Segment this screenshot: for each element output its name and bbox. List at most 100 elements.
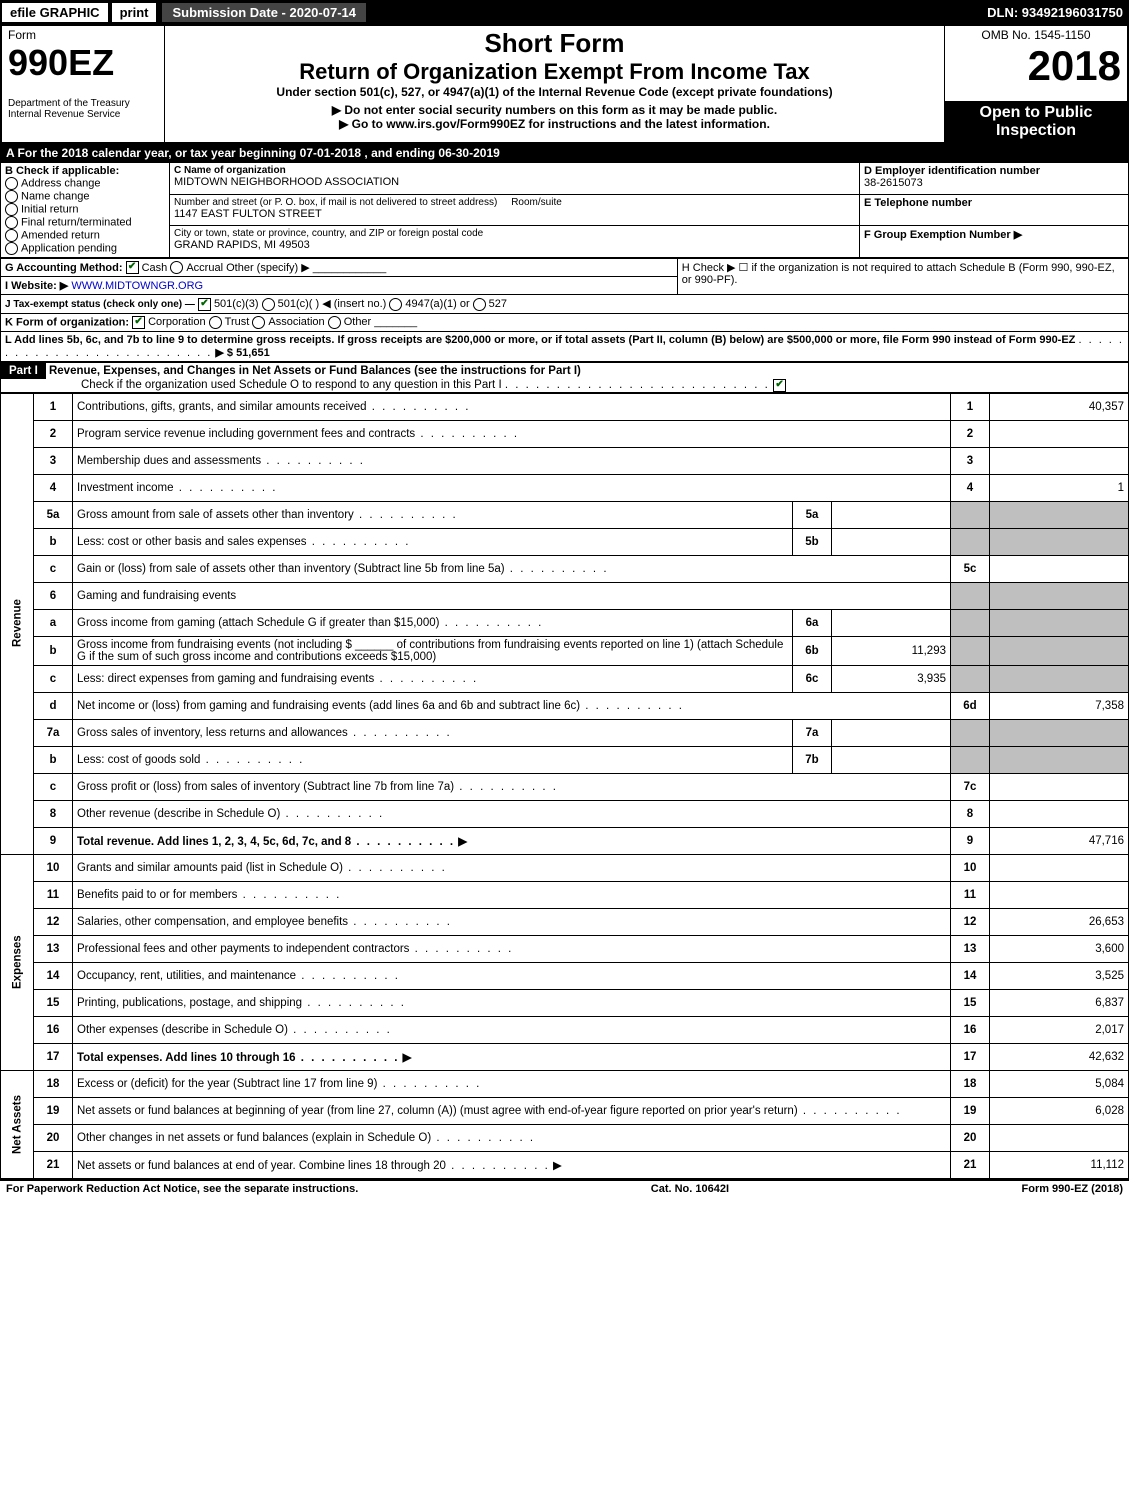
- subline-value: [832, 528, 951, 555]
- line-number: 6: [34, 582, 73, 609]
- line-number: 7a: [34, 719, 73, 746]
- line-desc: Occupancy, rent, utilities, and maintena…: [73, 962, 951, 989]
- line-number: 1: [34, 393, 73, 420]
- line-value: [990, 501, 1129, 528]
- line-col-no: 11: [951, 881, 990, 908]
- line-number: 13: [34, 935, 73, 962]
- line-row: 13Professional fees and other payments t…: [1, 935, 1129, 962]
- line-row: 12Salaries, other compensation, and empl…: [1, 908, 1129, 935]
- website-link[interactable]: WWW.MIDTOWNGR.ORG: [71, 280, 203, 292]
- ein: 38-2615073: [864, 177, 1124, 189]
- line-col-no: [951, 746, 990, 773]
- dept: Department of the Treasury Internal Reve…: [8, 98, 158, 120]
- line-desc: Other expenses (describe in Schedule O): [73, 1016, 951, 1043]
- submission-date: Submission Date - 2020-07-14: [162, 3, 366, 22]
- line-col-no: [951, 528, 990, 555]
- line-col-no: [951, 636, 990, 665]
- line-number: 4: [34, 474, 73, 501]
- chk-trust[interactable]: Trust: [209, 316, 250, 328]
- line-value: 3,600: [990, 935, 1129, 962]
- open-to-public: Open to Public Inspection: [945, 101, 1129, 143]
- line-row: 19Net assets or fund balances at beginni…: [1, 1097, 1129, 1124]
- line-number: 14: [34, 962, 73, 989]
- print-btn[interactable]: print: [112, 3, 157, 22]
- line-col-no: 17: [951, 1043, 990, 1070]
- box-c-city-lbl: City or town, state or province, country…: [174, 228, 855, 239]
- line-desc: Other revenue (describe in Schedule O): [73, 800, 951, 827]
- line-desc: Less: cost or other basis and sales expe…: [73, 528, 793, 555]
- chk-other-method[interactable]: Other (specify) ▶ ____________: [226, 262, 386, 274]
- short-form-title: Short Form: [171, 28, 938, 59]
- line-l-text: L Add lines 5b, 6c, and 7b to line 9 to …: [5, 334, 1075, 346]
- line-desc: Program service revenue including govern…: [73, 420, 951, 447]
- line-value: [990, 420, 1129, 447]
- chk-501c3[interactable]: ✔501(c)(3): [198, 298, 259, 310]
- chk-corporation[interactable]: ✔Corporation: [132, 316, 205, 328]
- line-number: b: [34, 636, 73, 665]
- calendar-year-bar: A For the 2018 calendar year, or tax yea…: [0, 144, 1129, 162]
- chk-association[interactable]: Association: [252, 316, 324, 328]
- line-col-no: 9: [951, 827, 990, 854]
- line-number: 17: [34, 1043, 73, 1070]
- line-number: 11: [34, 881, 73, 908]
- line-desc: Net assets or fund balances at end of ye…: [73, 1151, 951, 1178]
- part-i-check[interactable]: ✔: [773, 379, 786, 392]
- line-row: 5aGross amount from sale of assets other…: [1, 501, 1129, 528]
- line-row: Expenses10Grants and similar amounts pai…: [1, 854, 1129, 881]
- line-col-no: 19: [951, 1097, 990, 1124]
- line-value: [990, 854, 1129, 881]
- chk-cash[interactable]: ✔Cash: [126, 262, 168, 274]
- part-i-title: Revenue, Expenses, and Changes in Net As…: [49, 365, 581, 377]
- line-desc: Membership dues and assessments: [73, 447, 951, 474]
- line-number: 8: [34, 800, 73, 827]
- footer-left: For Paperwork Reduction Act Notice, see …: [6, 1183, 358, 1195]
- chk-527[interactable]: 527: [473, 298, 507, 310]
- page-footer: For Paperwork Reduction Act Notice, see …: [0, 1179, 1129, 1197]
- chk-501c[interactable]: 501(c)( ) ◀ (insert no.): [262, 298, 387, 310]
- chk-name-change[interactable]: Name change: [5, 190, 165, 203]
- line-col-no: 21: [951, 1151, 990, 1178]
- subline-label: 7a: [793, 719, 832, 746]
- line-number: 5a: [34, 501, 73, 528]
- part-i-header: Part I Revenue, Expenses, and Changes in…: [0, 362, 1129, 393]
- line-desc: Total expenses. Add lines 10 through 16: [73, 1043, 951, 1070]
- chk-address-change[interactable]: Address change: [5, 177, 165, 190]
- line-row: 2Program service revenue including gover…: [1, 420, 1129, 447]
- line-desc: Professional fees and other payments to …: [73, 935, 951, 962]
- line-number: b: [34, 746, 73, 773]
- efile-btn[interactable]: efile GRAPHIC: [2, 3, 108, 22]
- chk-amended-return[interactable]: Amended return: [5, 229, 165, 242]
- org-name: MIDTOWN NEIGHBORHOOD ASSOCIATION: [174, 176, 855, 188]
- line-row: dNet income or (loss) from gaming and fu…: [1, 692, 1129, 719]
- line-row: Revenue1Contributions, gifts, grants, an…: [1, 393, 1129, 420]
- dln: DLN: 93492196031750: [987, 5, 1129, 20]
- footer-right: Form 990-EZ (2018): [1022, 1183, 1123, 1195]
- line-number: c: [34, 665, 73, 692]
- subline-label: 5a: [793, 501, 832, 528]
- chk-4947[interactable]: 4947(a)(1) or: [389, 298, 469, 310]
- box-d-lbl: D Employer identification number: [864, 165, 1124, 177]
- line-col-no: 15: [951, 989, 990, 1016]
- chk-other-org[interactable]: Other _______: [328, 316, 417, 328]
- chk-final-return[interactable]: Final return/terminated: [5, 216, 165, 229]
- line-row: 6Gaming and fundraising events: [1, 582, 1129, 609]
- chk-accrual[interactable]: Accrual: [170, 262, 223, 274]
- line-row: 16Other expenses (describe in Schedule O…: [1, 1016, 1129, 1043]
- line-value: 6,837: [990, 989, 1129, 1016]
- chk-application-pending[interactable]: Application pending: [5, 242, 165, 255]
- line-row: cGain or (loss) from sale of assets othe…: [1, 555, 1129, 582]
- omb: OMB No. 1545-1150: [951, 28, 1121, 42]
- line-desc: Excess or (deficit) for the year (Subtra…: [73, 1070, 951, 1097]
- chk-initial-return[interactable]: Initial return: [5, 203, 165, 216]
- line-row: 17Total expenses. Add lines 10 through 1…: [1, 1043, 1129, 1070]
- box-c-addr-lbl: Number and street (or P. O. box, if mail…: [174, 197, 855, 208]
- org-address: 1147 EAST FULTON STREET: [174, 208, 855, 220]
- line-desc: Salaries, other compensation, and employ…: [73, 908, 951, 935]
- line-value: 42,632: [990, 1043, 1129, 1070]
- line-number: c: [34, 773, 73, 800]
- line-value: 6,028: [990, 1097, 1129, 1124]
- line-value: 5,084: [990, 1070, 1129, 1097]
- line-row: 9Total revenue. Add lines 1, 2, 3, 4, 5c…: [1, 827, 1129, 854]
- line-row: 8Other revenue (describe in Schedule O)8: [1, 800, 1129, 827]
- line-value: [990, 719, 1129, 746]
